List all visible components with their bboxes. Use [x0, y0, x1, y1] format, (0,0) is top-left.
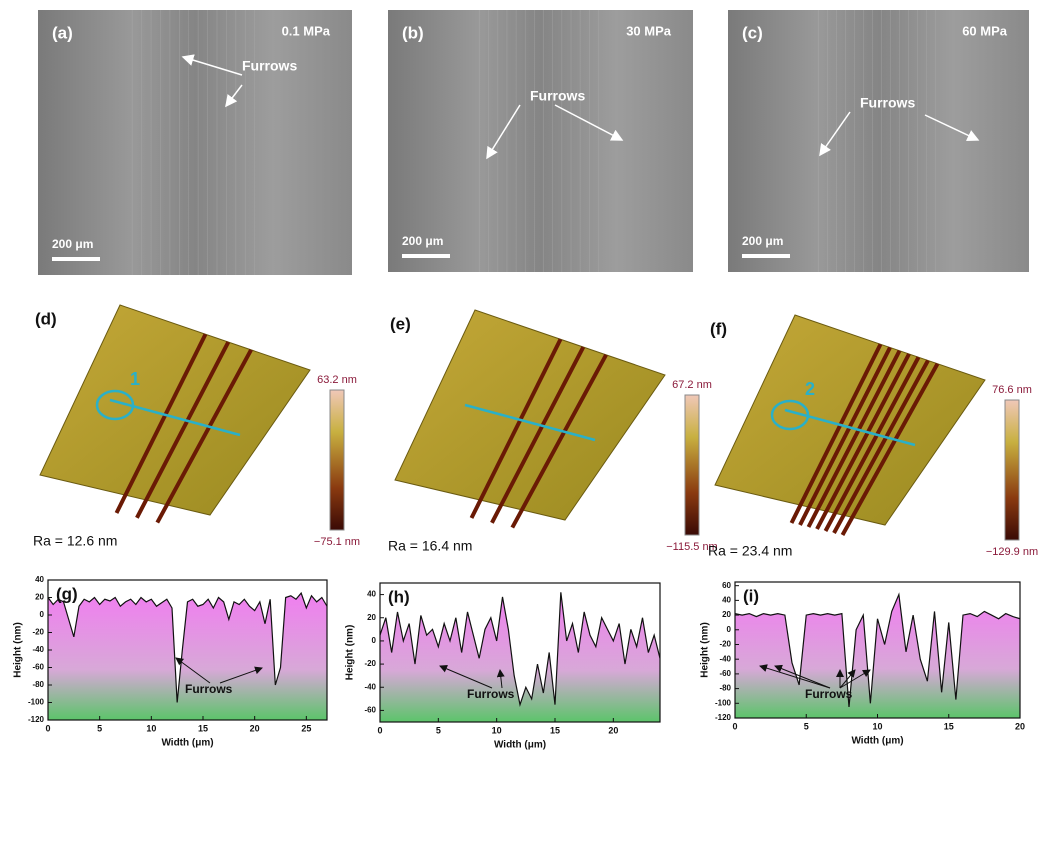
colorbar	[1005, 400, 1019, 540]
annotation: Furrows	[242, 58, 297, 74]
figure: (a) 0.1 MPa Furrows 200 μm (b) 30 MPa Furrows 2…	[0, 0, 1055, 839]
y-tick-label: -40	[364, 682, 376, 691]
annotation: Furrows	[185, 682, 233, 696]
y-tick-label: 60	[722, 581, 731, 590]
x-tick-label: 25	[301, 723, 311, 733]
y-tick-label: -100	[28, 698, 45, 707]
x-tick-label: 5	[804, 721, 809, 731]
marker-label: 2	[805, 379, 815, 399]
annotation: Furrows	[860, 95, 915, 111]
x-tick-label: 5	[436, 725, 441, 735]
y-tick-label: -20	[364, 659, 376, 668]
y-tick-label: -60	[364, 706, 376, 715]
colorbar-max: 67.2 nm	[672, 379, 712, 391]
scale-bar-label: 200 μm	[402, 234, 443, 248]
y-tick-label: 0	[727, 625, 732, 634]
annotation: Furrows	[805, 687, 853, 701]
y-axis-label: Height (nm)	[700, 622, 711, 678]
chart-title: (g)	[56, 584, 78, 603]
y-tick-label: -100	[715, 698, 732, 707]
x-tick-label: 20	[1015, 721, 1025, 731]
x-tick-label: 15	[944, 721, 954, 731]
colorbar-min: −129.9 nm	[986, 546, 1038, 558]
afm-surface	[715, 315, 985, 525]
y-tick-label: -120	[28, 715, 45, 724]
x-axis-label: Width (μm)	[161, 738, 213, 749]
x-axis-label: Width (μm)	[851, 736, 903, 747]
colorbar	[330, 390, 344, 530]
marker-label: 1	[130, 369, 140, 389]
x-tick-label: 0	[377, 725, 382, 735]
y-tick-label: 40	[35, 575, 44, 584]
roughness: Ra = 16.4 nm	[388, 538, 472, 554]
panel-label: (b)	[402, 23, 424, 42]
chart-title: (i)	[743, 586, 759, 605]
sem-image	[388, 10, 693, 272]
panel-label: (c)	[742, 23, 763, 42]
y-tick-label: -60	[719, 669, 731, 678]
chart-title: (h)	[388, 587, 410, 606]
scale-bar-label: 200 μm	[742, 234, 783, 248]
annotation: Furrows	[530, 88, 585, 104]
sem-image	[728, 10, 1029, 272]
y-axis-label: Height (nm)	[13, 622, 24, 678]
colorbar-min: −75.1 nm	[314, 536, 360, 548]
colorbar-max: 63.2 nm	[317, 374, 357, 386]
scale-bar	[52, 257, 100, 261]
x-tick-label: 0	[45, 723, 50, 733]
afm-surface	[395, 310, 665, 520]
x-tick-label: 10	[492, 725, 502, 735]
x-tick-label: 10	[872, 721, 882, 731]
x-tick-label: 0	[732, 721, 737, 731]
roughness: Ra = 12.6 nm	[33, 533, 117, 549]
pressure-label: 30 MPa	[626, 23, 672, 38]
y-tick-label: 0	[372, 636, 377, 645]
pressure-label: 60 MPa	[962, 23, 1008, 38]
y-tick-label: 20	[722, 610, 731, 619]
x-tick-label: 10	[146, 723, 156, 733]
x-tick-label: 20	[250, 723, 260, 733]
annotation: Furrows	[467, 687, 515, 701]
y-tick-label: -40	[719, 654, 731, 663]
panel-label: (d)	[35, 309, 57, 328]
y-tick-label: -80	[719, 684, 731, 693]
colorbar	[685, 395, 699, 535]
x-axis-label: Width (μm)	[494, 740, 546, 751]
y-tick-label: 20	[367, 613, 376, 622]
y-tick-label: 40	[722, 595, 731, 604]
colorbar-max: 76.6 nm	[992, 384, 1032, 396]
y-tick-label: 0	[40, 610, 45, 619]
y-tick-label: 20	[35, 593, 44, 602]
panel-label: (a)	[52, 23, 73, 42]
x-tick-label: 15	[550, 725, 560, 735]
x-tick-label: 15	[198, 723, 208, 733]
y-tick-label: -40	[32, 645, 44, 654]
y-tick-label: -60	[32, 663, 44, 672]
x-tick-label: 5	[97, 723, 102, 733]
roughness: Ra = 23.4 nm	[708, 543, 792, 559]
y-tick-label: 40	[367, 590, 376, 599]
panel-label: (e)	[390, 314, 411, 333]
x-tick-label: 20	[608, 725, 618, 735]
panel-label: (f)	[710, 319, 727, 338]
scale-bar	[402, 254, 450, 258]
scale-bar	[742, 254, 790, 258]
scale-bar-label: 200 μm	[52, 237, 93, 251]
sem-image	[38, 10, 352, 275]
y-tick-label: -120	[715, 713, 732, 722]
y-axis-label: Height (nm)	[345, 625, 356, 681]
y-tick-label: -20	[719, 640, 731, 649]
pressure-label: 0.1 MPa	[282, 23, 331, 38]
y-tick-label: -20	[32, 628, 44, 637]
y-tick-label: -80	[32, 680, 44, 689]
afm-surface	[40, 305, 310, 515]
